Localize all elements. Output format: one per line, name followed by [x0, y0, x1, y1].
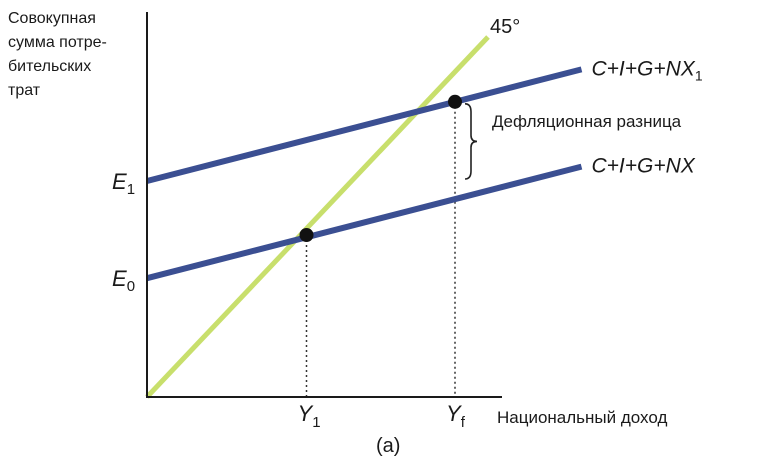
gap-brace — [464, 103, 478, 180]
series-label-diagonal: 45° — [490, 16, 520, 38]
y-axis-label-line: сумма потре- — [8, 34, 107, 51]
series-label-lower: C+I+G+NX — [592, 155, 696, 178]
equilibrium-points — [299, 94, 462, 242]
y-axis-label-line: бительских — [8, 58, 91, 75]
x-tick-label: Y1 — [298, 401, 321, 431]
y-axis-label: Совокупная сумма потре- бительских трат — [8, 10, 107, 99]
gap-label: Дефляционная разница — [492, 112, 682, 131]
series-label-upper: C+I+G+NX1 — [592, 57, 703, 83]
series-line-diagonal — [145, 35, 490, 399]
y-axis-label-line: Совокупная — [8, 10, 96, 27]
x-tick-labels: Y1 Yf — [298, 401, 466, 431]
y-axis-label-line: трат — [8, 82, 41, 99]
guide-lines — [305, 101, 456, 397]
equilibrium-point — [299, 228, 314, 242]
y-tick-label: E1 — [112, 169, 135, 198]
y-tick-label: E0 — [112, 266, 135, 295]
series-lines — [145, 35, 583, 399]
equilibrium-point — [448, 94, 462, 109]
series-labels: 45° C+I+G+NX C+I+G+NX1 — [490, 16, 703, 178]
series-line-lower — [146, 163, 583, 282]
panel-label: (a) — [376, 435, 400, 457]
x-axis-label: Национальный доход — [497, 408, 667, 427]
series-line-upper — [146, 66, 583, 184]
deflationary-gap: Дефляционная разница — [464, 103, 682, 180]
x-tick-label: Yf — [446, 401, 466, 431]
y-tick-labels: E0 E1 — [112, 169, 135, 295]
